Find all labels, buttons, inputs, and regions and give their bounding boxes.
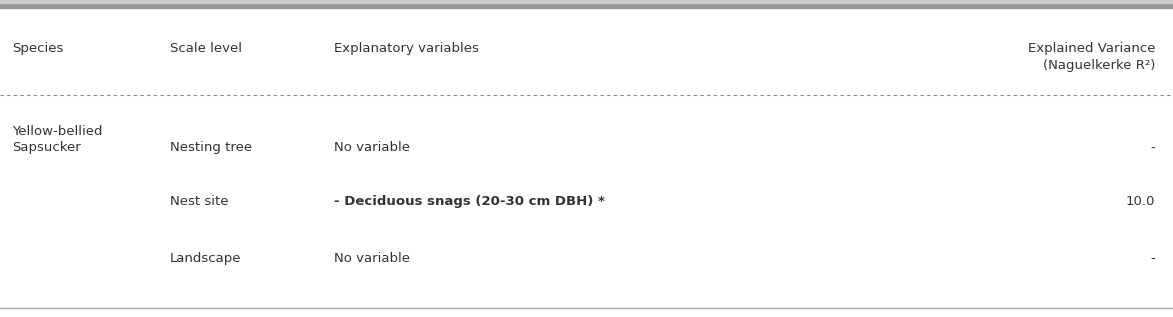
Text: Yellow-bellied: Yellow-bellied	[12, 125, 102, 138]
Text: Nesting tree: Nesting tree	[170, 141, 252, 154]
Text: Scale level: Scale level	[170, 42, 242, 55]
Text: Explained Variance
(Naguelkerke R²): Explained Variance (Naguelkerke R²)	[1028, 42, 1155, 72]
Bar	[0, 0, 1173, 3]
Text: 10.0: 10.0	[1126, 195, 1155, 208]
Text: Sapsucker: Sapsucker	[12, 141, 81, 154]
Text: - Deciduous snags (20-30 cm DBH) *: - Deciduous snags (20-30 cm DBH) *	[334, 195, 605, 208]
Text: No variable: No variable	[334, 141, 411, 154]
Text: Nest site: Nest site	[170, 195, 229, 208]
Text: No variable: No variable	[334, 252, 411, 265]
Bar	[0, 0, 1173, 8]
Text: Explanatory variables: Explanatory variables	[334, 42, 480, 55]
Text: Species: Species	[12, 42, 63, 55]
Text: -: -	[1151, 141, 1155, 154]
Text: -: -	[1151, 252, 1155, 265]
Text: Landscape: Landscape	[170, 252, 242, 265]
